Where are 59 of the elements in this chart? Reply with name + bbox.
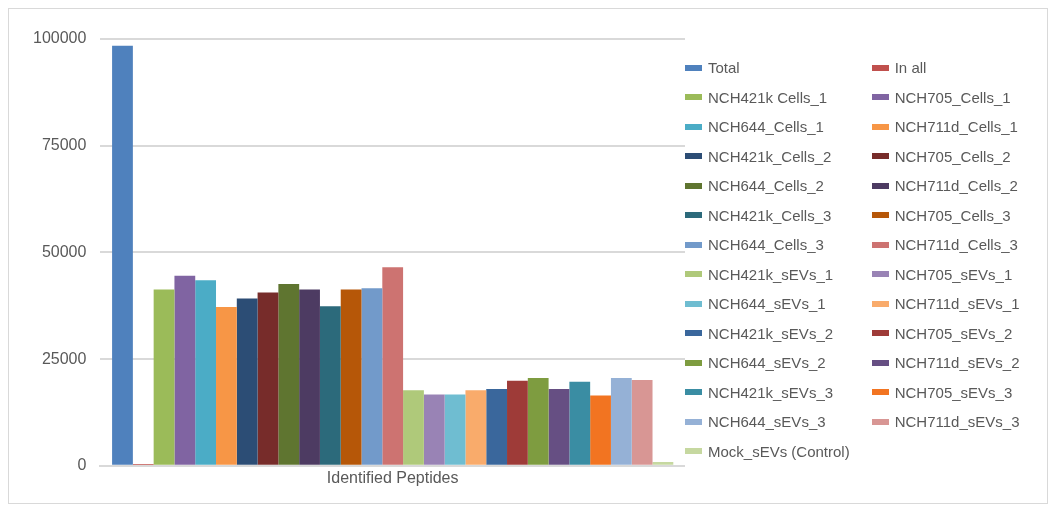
bar	[361, 288, 383, 465]
legend-label: NCH711d_sEVs_3	[894, 413, 1020, 431]
legend-label: NCH644_Cells_2	[708, 177, 824, 195]
legend-label: NCH644_sEVs_1	[708, 295, 826, 313]
bar	[257, 292, 279, 465]
bar	[278, 283, 300, 465]
legend-label: NCH421k Cells_1	[708, 88, 828, 106]
y-tick-label: 100000	[33, 29, 87, 47]
bar	[299, 289, 320, 465]
bar	[153, 289, 175, 465]
legend-label: In all	[894, 59, 927, 77]
legend-label: NCH711d_Cells_3	[894, 236, 1018, 254]
legend-label: NCH705_Cells_1	[894, 88, 1011, 106]
legend-label: Total	[708, 59, 740, 77]
legend-label: NCH421k_sEVs_2	[708, 324, 834, 342]
bar	[236, 298, 258, 465]
bar	[340, 289, 362, 465]
y-tick-label: 0	[77, 456, 87, 474]
bar	[610, 377, 632, 465]
legend-label: NCH705_Cells_2	[894, 147, 1011, 165]
bar	[319, 306, 341, 465]
x-tick-label: Identified Peptides	[326, 468, 459, 486]
bar	[216, 307, 237, 465]
bar	[195, 280, 217, 465]
bar	[527, 377, 549, 465]
bar	[423, 394, 445, 465]
legend-label: NCH705_sEVs_1	[894, 265, 1013, 283]
bar	[569, 381, 591, 465]
bar	[548, 388, 570, 465]
bar	[590, 395, 611, 465]
legend-label: NCH705_Cells_3	[894, 206, 1011, 224]
legend-label: NCH711d_Cells_2	[894, 177, 1018, 195]
y-tick-label: 25000	[41, 349, 87, 367]
bar	[507, 380, 528, 465]
bar	[465, 390, 487, 465]
legend-label: NCH644_sEVs_3	[708, 413, 826, 431]
legend-label: NCH644_sEVs_2	[708, 354, 826, 372]
bar	[174, 275, 196, 465]
y-tick-label: 50000	[41, 242, 87, 260]
legend-label: NCH705_sEVs_3	[894, 383, 1013, 401]
bar	[112, 45, 133, 465]
legend-label: NCH711d_sEVs_1	[894, 295, 1020, 313]
bar	[652, 461, 674, 465]
legend-label: NCH421k_Cells_2	[708, 147, 832, 165]
legend-label: NCH644_Cells_1	[708, 118, 824, 136]
legend-label: NCH421k_sEVs_1	[708, 265, 834, 283]
legend-label: NCH711d_sEVs_2	[894, 354, 1020, 372]
legend-label: NCH421k_sEVs_3	[708, 383, 834, 401]
legend-label: NCH705_sEVs_2	[894, 324, 1013, 342]
y-tick-label: 75000	[41, 136, 87, 154]
bar	[444, 394, 466, 465]
bar	[403, 390, 424, 465]
bar	[486, 388, 508, 465]
legend-label: NCH644_Cells_3	[708, 236, 824, 254]
bar	[382, 267, 404, 465]
legend-label: NCH421k_Cells_3	[708, 206, 832, 224]
legend-label: Mock_sEVs (Control)	[708, 442, 850, 460]
legend-label: NCH711d_Cells_1	[894, 118, 1018, 136]
bar	[631, 380, 653, 465]
